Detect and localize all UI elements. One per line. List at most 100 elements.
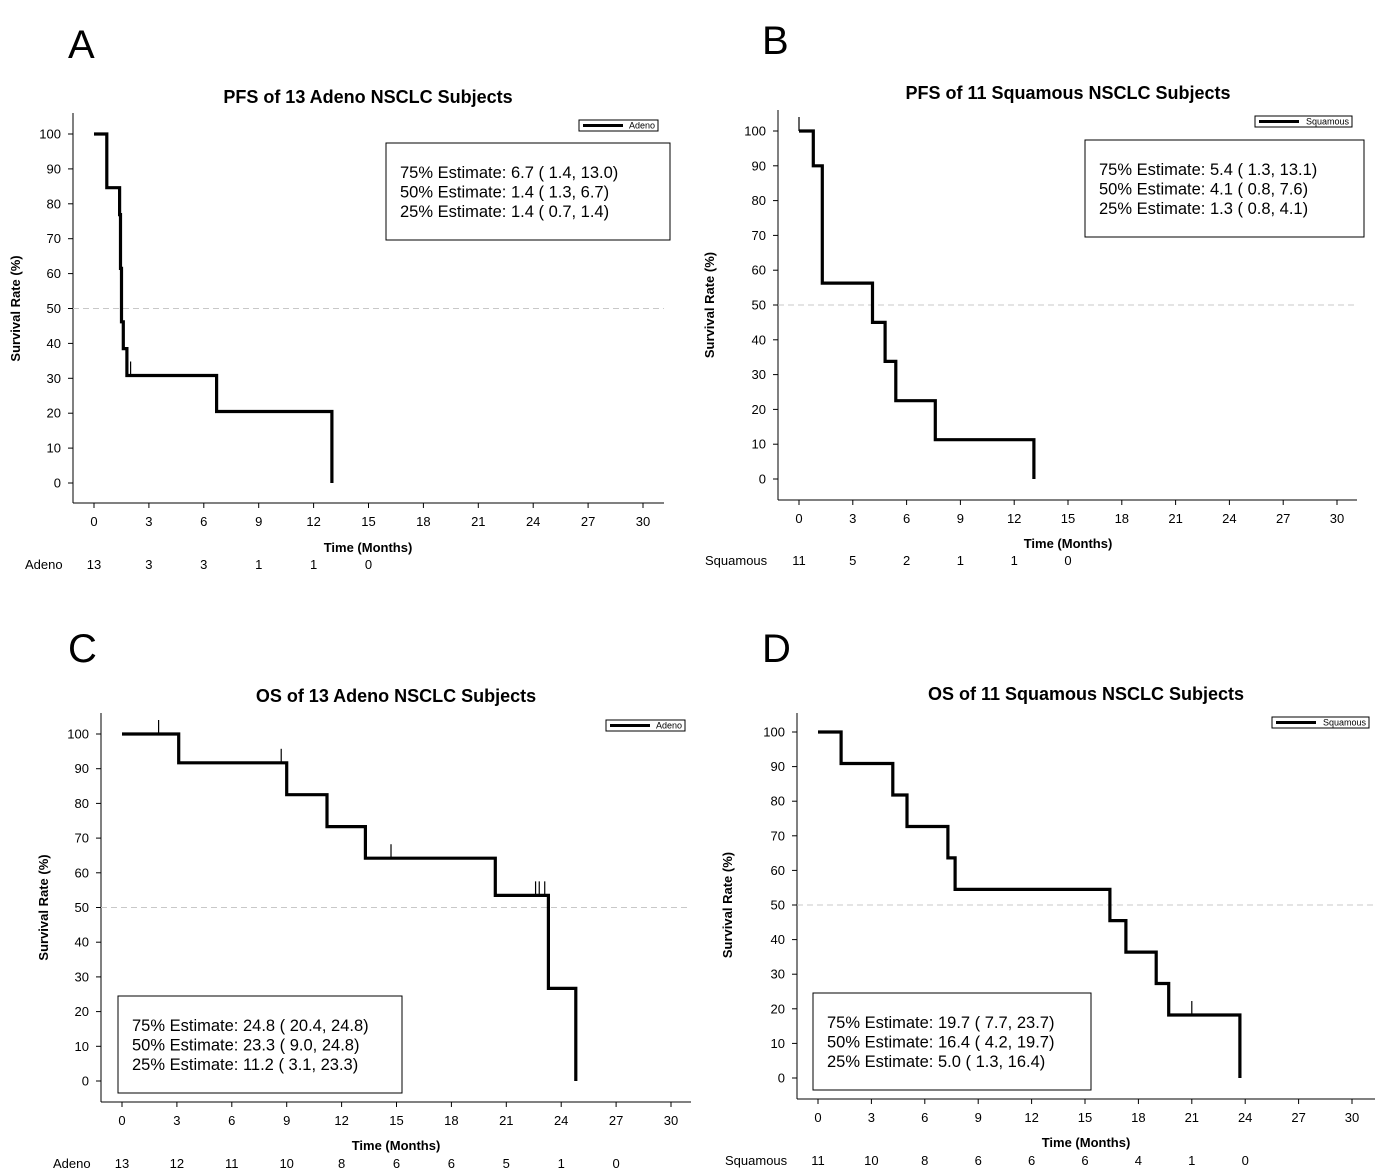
y-tick-label: 30 xyxy=(47,371,61,386)
x-tick-label: 27 xyxy=(1276,511,1290,526)
legend-label: Adeno xyxy=(629,121,655,131)
estimate-line: 50% Estimate: 1.4 ( 1.3, 6.7) xyxy=(400,184,609,202)
y-tick-label: 30 xyxy=(752,367,766,382)
x-tick-label: 24 xyxy=(1222,511,1236,526)
risk-table-value: 13 xyxy=(115,1156,129,1171)
survival-curve-adeno xyxy=(94,132,334,483)
estimate-line: 25% Estimate: 1.3 ( 0.8, 4.1) xyxy=(1099,200,1308,218)
risk-table-value: 1 xyxy=(957,553,964,568)
legend-label: Adeno xyxy=(656,721,682,731)
risk-table-value: 12 xyxy=(170,1156,184,1171)
risk-table-value: 6 xyxy=(393,1156,400,1171)
y-tick-label: 40 xyxy=(75,935,89,950)
estimate-line: 75% Estimate: 19.7 ( 7.7, 23.7) xyxy=(827,1014,1054,1032)
panel-letter: C xyxy=(68,627,97,671)
x-axis-label: Time (Months) xyxy=(352,1138,441,1153)
y-tick-label: 70 xyxy=(75,831,89,846)
x-axis-label: Time (Months) xyxy=(1024,536,1113,551)
estimates-box xyxy=(1084,139,1365,238)
survival-curve-adeno xyxy=(122,732,578,1081)
y-tick-label: 40 xyxy=(771,932,785,947)
risk-table-label: Adeno xyxy=(25,557,63,572)
risk-table-value: 13 xyxy=(87,557,101,572)
risk-table-value: 0 xyxy=(1242,1153,1249,1168)
x-tick-label: 21 xyxy=(1185,1110,1199,1125)
x-tick-label: 3 xyxy=(849,511,856,526)
y-axis-label: Survival Rate (%) xyxy=(720,852,735,958)
risk-table-value: 6 xyxy=(1028,1153,1035,1168)
y-tick-label: 20 xyxy=(47,406,61,421)
risk-table-value: 3 xyxy=(145,557,152,572)
y-tick-label: 0 xyxy=(759,472,766,487)
estimate-line: 50% Estimate: 16.4 ( 4.2, 19.7) xyxy=(827,1034,1054,1052)
panel-letter: A xyxy=(68,23,95,67)
y-tick-label: 10 xyxy=(47,441,61,456)
y-tick-label: 50 xyxy=(771,898,785,913)
chart-title: PFS of 13 Adeno NSCLC Subjects xyxy=(223,87,512,107)
risk-table-value: 11 xyxy=(811,1153,825,1168)
risk-table-value: 6 xyxy=(448,1156,455,1171)
y-tick-label: 0 xyxy=(778,1071,785,1086)
risk-table-value: 1 xyxy=(255,557,262,572)
y-tick-label: 80 xyxy=(771,794,785,809)
x-tick-label: 27 xyxy=(581,514,595,529)
x-tick-label: 9 xyxy=(957,511,964,526)
x-tick-label: 0 xyxy=(118,1113,125,1128)
x-tick-label: 18 xyxy=(1131,1110,1145,1125)
y-tick-label: 100 xyxy=(67,727,89,742)
risk-table-value: 11 xyxy=(225,1156,239,1171)
chart-title: OS of 13 Adeno NSCLC Subjects xyxy=(256,686,536,706)
x-tick-label: 6 xyxy=(903,511,910,526)
x-tick-label: 9 xyxy=(255,514,262,529)
y-tick-label: 90 xyxy=(75,761,89,776)
y-tick-label: 30 xyxy=(771,967,785,982)
y-axis-label: Survival Rate (%) xyxy=(36,854,51,960)
x-tick-label: 21 xyxy=(1168,511,1182,526)
legend-box xyxy=(1254,115,1353,128)
x-tick-label: 9 xyxy=(975,1110,982,1125)
risk-table-value: 8 xyxy=(338,1156,345,1171)
y-tick-label: 0 xyxy=(82,1074,89,1089)
x-tick-label: 3 xyxy=(145,514,152,529)
estimates-box xyxy=(117,995,403,1094)
y-axis-label: Survival Rate (%) xyxy=(8,255,23,361)
x-tick-label: 30 xyxy=(636,514,650,529)
x-tick-label: 6 xyxy=(921,1110,928,1125)
y-tick-label: 90 xyxy=(752,158,766,173)
estimates-box xyxy=(812,992,1092,1091)
x-tick-label: 12 xyxy=(334,1113,348,1128)
y-tick-label: 60 xyxy=(752,263,766,278)
risk-table-value: 1 xyxy=(310,557,317,572)
x-tick-label: 21 xyxy=(471,514,485,529)
estimate-line: 25% Estimate: 1.4 ( 0.7, 1.4) xyxy=(400,203,609,221)
risk-table-value: 1 xyxy=(1011,553,1018,568)
y-tick-label: 70 xyxy=(771,828,785,843)
estimate-line: 75% Estimate: 5.4 ( 1.3, 13.1) xyxy=(1099,161,1317,179)
x-tick-label: 24 xyxy=(1238,1110,1252,1125)
y-tick-label: 80 xyxy=(75,796,89,811)
y-tick-label: 10 xyxy=(75,1039,89,1054)
panel-c: COS of 13 Adeno NSCLC Subjects0102030405… xyxy=(36,627,691,1171)
x-tick-label: 9 xyxy=(283,1113,290,1128)
y-tick-label: 20 xyxy=(771,1001,785,1016)
risk-table-value: 10 xyxy=(279,1156,293,1171)
estimate-line: 75% Estimate: 24.8 ( 20.4, 24.8) xyxy=(132,1017,369,1035)
y-tick-label: 80 xyxy=(47,196,61,211)
risk-table-value: 0 xyxy=(365,557,372,572)
y-tick-label: 50 xyxy=(75,900,89,915)
y-tick-label: 100 xyxy=(763,725,785,740)
x-tick-label: 6 xyxy=(228,1113,235,1128)
y-tick-label: 60 xyxy=(47,266,61,281)
x-tick-label: 18 xyxy=(444,1113,458,1128)
panel-letter: B xyxy=(762,19,789,63)
x-tick-label: 27 xyxy=(1291,1110,1305,1125)
chart-title: PFS of 11 Squamous NSCLC Subjects xyxy=(905,83,1230,103)
x-tick-label: 18 xyxy=(416,514,430,529)
panel-letter: D xyxy=(762,627,791,671)
x-tick-label: 3 xyxy=(868,1110,875,1125)
x-tick-label: 24 xyxy=(554,1113,568,1128)
x-tick-label: 30 xyxy=(1330,511,1344,526)
y-tick-label: 70 xyxy=(47,231,61,246)
risk-table-value: 11 xyxy=(792,553,806,568)
